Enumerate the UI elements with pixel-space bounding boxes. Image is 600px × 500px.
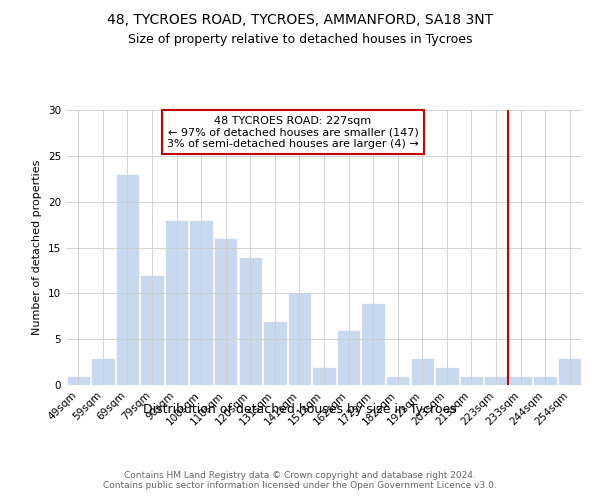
Bar	[558, 358, 581, 385]
Bar	[361, 302, 385, 385]
Bar	[288, 294, 311, 385]
Bar	[165, 220, 188, 385]
Y-axis label: Number of detached properties: Number of detached properties	[32, 160, 43, 335]
Text: Size of property relative to detached houses in Tycroes: Size of property relative to detached ho…	[128, 32, 472, 46]
Text: 48, TYCROES ROAD, TYCROES, AMMANFORD, SA18 3NT: 48, TYCROES ROAD, TYCROES, AMMANFORD, SA…	[107, 12, 493, 26]
Bar	[67, 376, 90, 385]
Text: Distribution of detached houses by size in Tycroes: Distribution of detached houses by size …	[143, 402, 457, 415]
Bar	[239, 256, 262, 385]
Bar	[337, 330, 360, 385]
Bar	[214, 238, 238, 385]
Bar	[509, 376, 532, 385]
Bar	[190, 220, 213, 385]
Text: Contains HM Land Registry data © Crown copyright and database right 2024.
Contai: Contains HM Land Registry data © Crown c…	[103, 470, 497, 490]
Bar	[313, 366, 335, 385]
Bar	[435, 366, 458, 385]
Bar	[140, 275, 164, 385]
Bar	[410, 358, 434, 385]
Bar	[91, 358, 115, 385]
Bar	[116, 174, 139, 385]
Bar	[263, 321, 287, 385]
Bar	[460, 376, 483, 385]
Bar	[484, 376, 508, 385]
Text: 48 TYCROES ROAD: 227sqm
← 97% of detached houses are smaller (147)
3% of semi-de: 48 TYCROES ROAD: 227sqm ← 97% of detache…	[167, 116, 419, 148]
Bar	[533, 376, 557, 385]
Bar	[386, 376, 409, 385]
